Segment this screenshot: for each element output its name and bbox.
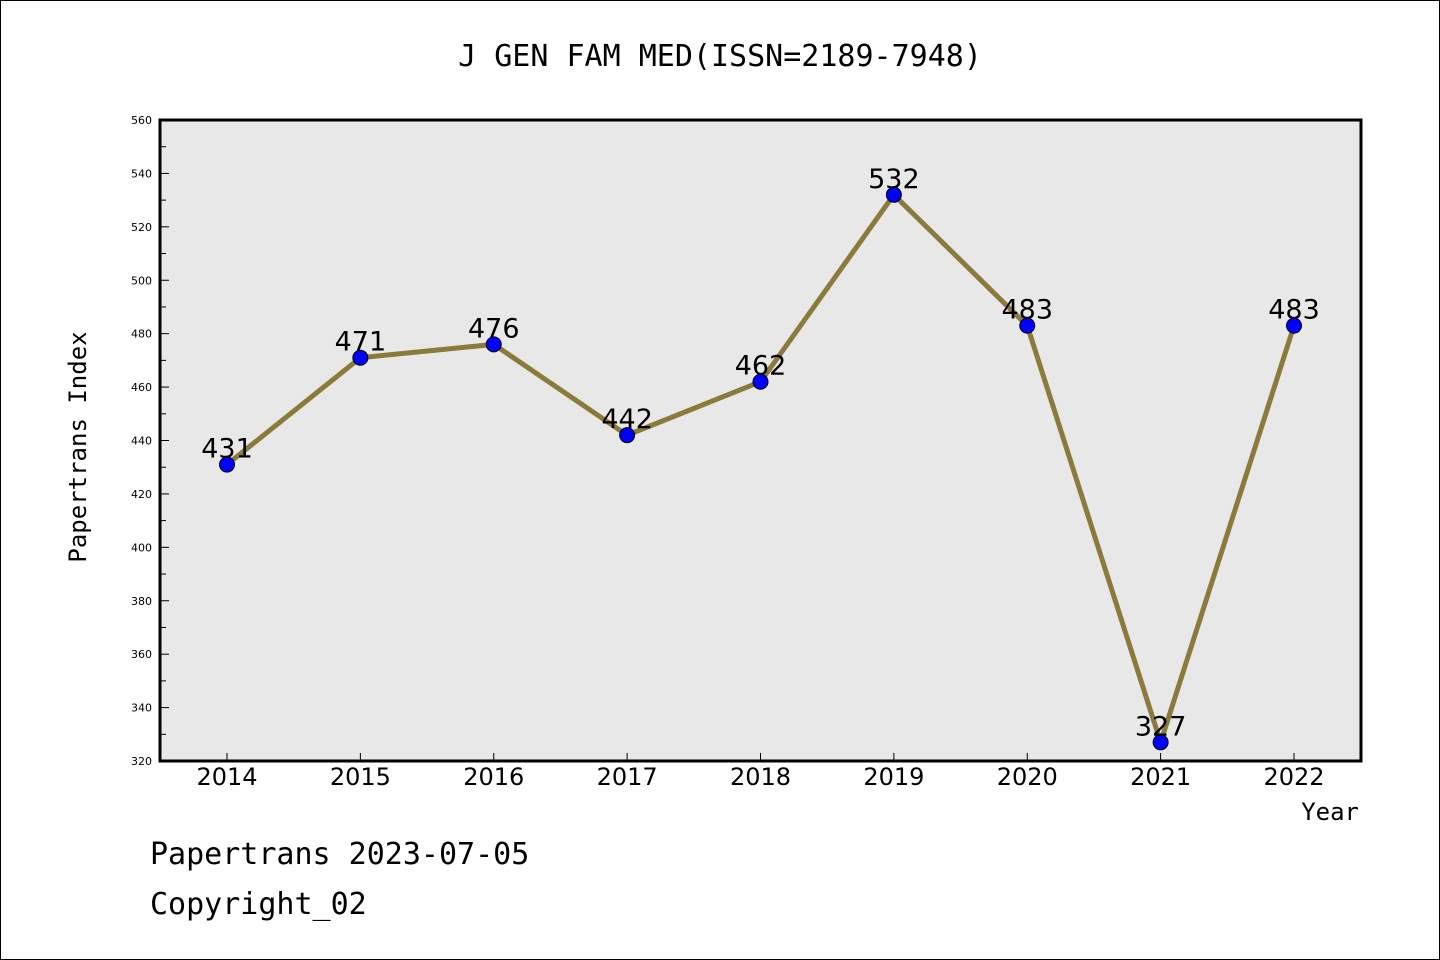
plot-area (158, 118, 1363, 763)
x-tick-label: 2018 (730, 763, 791, 791)
x-axis-label: Year (1301, 798, 1359, 826)
y-tick-label: 500 (131, 274, 152, 287)
x-tick-label: 2015 (330, 763, 391, 791)
data-point (1152, 734, 1169, 751)
data-label: 327 (1135, 711, 1187, 742)
data-label: 431 (201, 434, 253, 465)
data-point (352, 349, 369, 366)
y-tick-label: 420 (131, 488, 152, 501)
data-label: 476 (468, 313, 520, 344)
y-tick-label: 440 (131, 435, 152, 448)
data-point (885, 186, 902, 203)
y-tick-label: 360 (131, 648, 152, 661)
data-label: 483 (1001, 295, 1053, 326)
data-point (752, 373, 769, 390)
y-tick-label: 520 (131, 221, 152, 234)
x-tick-label: 2019 (863, 763, 924, 791)
y-tick-label: 480 (131, 328, 152, 341)
y-tick-label: 400 (131, 541, 152, 554)
data-point (1286, 317, 1302, 334)
data-label: 483 (1268, 295, 1320, 326)
x-tick-label: 2021 (1130, 763, 1191, 791)
series-line-layer (219, 186, 1302, 751)
x-axis: 2014 2015 2016 2017 2018 2019 2020 2021 2022 (196, 753, 1325, 791)
footer-date: Papertrans 2023-07-05 (150, 837, 529, 872)
x-tick-label: 2017 (597, 763, 658, 791)
data-point (1019, 317, 1036, 334)
y-tick-label: 340 (131, 702, 152, 715)
data-point (219, 456, 235, 473)
y-tick-label: 380 (131, 595, 152, 608)
data-labels-layer: 431 471 476 442 462 532 483 327 483 (201, 164, 1320, 743)
data-point (485, 336, 502, 353)
x-tick-label: 2022 (1263, 763, 1324, 791)
y-tick-label: 320 (131, 755, 152, 768)
x-tick-label: 2020 (997, 763, 1058, 791)
data-label: 442 (601, 404, 653, 435)
y-axis-label: Papertrans Index (64, 331, 92, 562)
data-label: 462 (735, 351, 787, 382)
data-label: 471 (335, 327, 387, 358)
x-tick-label: 2014 (196, 763, 257, 791)
data-label: 532 (868, 164, 920, 195)
y-tick-label: 560 (131, 114, 152, 127)
chart-title: J GEN FAM MED(ISSN=2189-7948) (458, 39, 982, 74)
x-tick-label: 2016 (463, 763, 524, 791)
y-axis: 320 340 360 380 400 420 440 460 480 500 520 540 560 (131, 114, 169, 768)
y-tick-label: 540 (131, 167, 152, 180)
y-tick-label: 460 (131, 381, 152, 394)
data-point (619, 427, 636, 444)
footer-copyright: Copyright_02 (150, 887, 367, 922)
